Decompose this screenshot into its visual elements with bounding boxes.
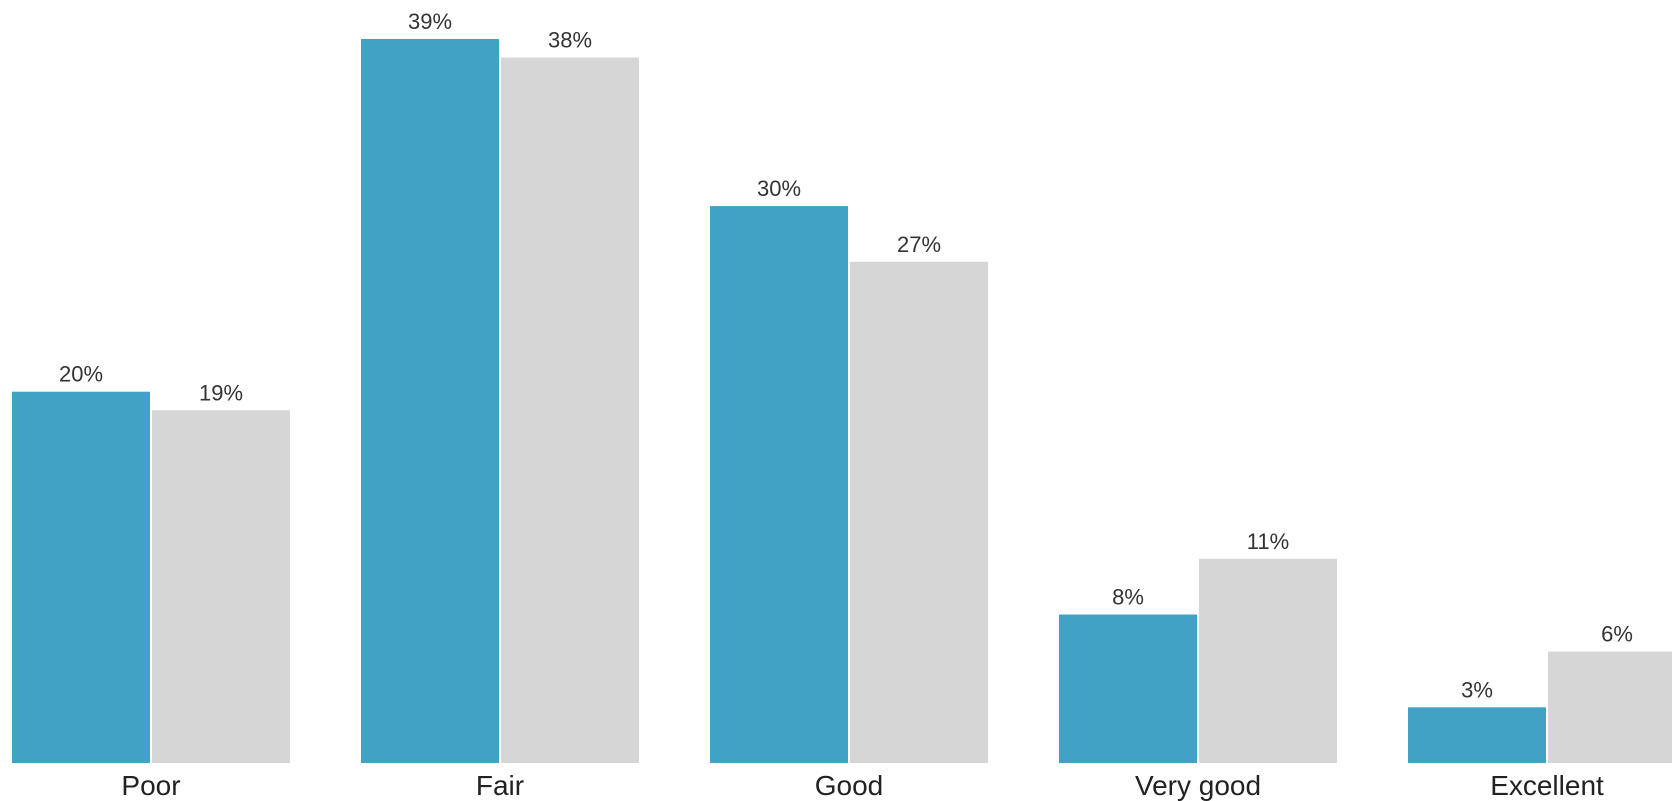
value-label-poor-series-1: 20% [59, 362, 103, 387]
value-label-very-good-series-1: 8% [1112, 584, 1144, 609]
bar-good-series-2 [850, 261, 988, 763]
bar-poor-series-1 [12, 391, 150, 763]
value-label-fair-series-2: 38% [548, 28, 592, 53]
bar-very-good-series-1 [1059, 614, 1197, 763]
bar-good-series-1 [710, 206, 848, 764]
value-label-very-good-series-2: 11% [1247, 529, 1289, 554]
value-label-excellent-series-2: 6% [1601, 622, 1633, 647]
bar-excellent-series-1 [1408, 707, 1546, 763]
value-label-good-series-2: 27% [897, 232, 941, 257]
category-label-fair: Fair [476, 770, 524, 801]
category-label-excellent: Excellent [1490, 770, 1604, 801]
bar-excellent-series-2 [1548, 651, 1672, 763]
category-label-good: Good [815, 770, 884, 801]
bar-very-good-series-2 [1199, 558, 1337, 763]
category-label-very-good: Very good [1135, 770, 1261, 801]
value-label-fair-series-1: 39% [408, 9, 452, 34]
bar-poor-series-2 [152, 410, 290, 763]
value-labels-layer: 20% 19% 39% 38% 30% 27% 8% 11% 3% 6% [59, 9, 1633, 702]
category-labels-layer: Poor Fair Good Very good Excellent [121, 770, 1604, 801]
bar-fair-series-2 [501, 57, 639, 764]
bars-layer [12, 39, 1672, 764]
bar-fair-series-1 [361, 39, 499, 763]
category-label-poor: Poor [121, 770, 180, 801]
value-label-good-series-1: 30% [757, 176, 801, 201]
value-label-excellent-series-1: 3% [1461, 677, 1493, 702]
value-label-poor-series-2: 19% [199, 380, 243, 405]
